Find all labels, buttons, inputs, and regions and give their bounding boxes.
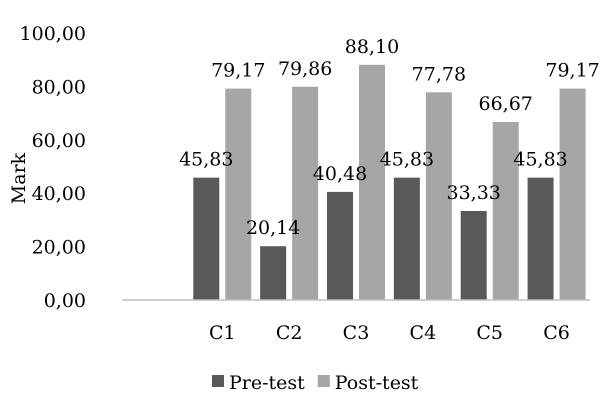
data-label: 88,10 [345, 36, 399, 58]
data-label: 66,67 [479, 93, 533, 115]
y-tick-label: 40,00 [32, 183, 86, 205]
x-category-label: C1 [209, 322, 236, 344]
data-label: 40,48 [313, 163, 367, 185]
data-label: 79,17 [211, 60, 265, 82]
y-axis-ticks: 0,00 20,00 40,00 60,00 80,00 100,00 [20, 23, 86, 312]
data-label: 20,14 [246, 217, 300, 239]
legend-swatch [317, 375, 330, 387]
data-label: 45,83 [513, 149, 567, 171]
data-label: 77,78 [412, 63, 466, 85]
y-axis-title: Mark [8, 152, 30, 204]
data-label: 79,17 [545, 60, 599, 82]
x-category-label: C6 [543, 322, 570, 344]
bar-pre-test-C2 [260, 246, 287, 300]
x-category-label: C4 [410, 322, 437, 344]
data-label: 33,33 [447, 182, 501, 204]
legend-label: Pre-test [229, 372, 305, 394]
y-tick-label: 0,00 [44, 290, 86, 312]
bar-post-test-C1 [225, 88, 252, 301]
y-tick-label: 20,00 [32, 237, 86, 259]
data-label: 45,83 [380, 149, 434, 171]
legend-label: Post-test [335, 372, 419, 394]
y-tick-label: 80,00 [32, 76, 86, 98]
bar-post-test-C6 [559, 88, 586, 301]
x-category-label: C5 [476, 322, 503, 344]
bar-pre-test-C1 [193, 177, 220, 300]
bar-pre-test-C6 [527, 177, 554, 300]
bar-pre-test-C5 [460, 211, 487, 300]
x-axis-categories: C1 C2 C3 C4 C5 C6 [209, 322, 570, 344]
bar-post-test-C4 [425, 92, 452, 301]
bars [193, 64, 586, 301]
data-labels: 45,83 79,17 20,14 79,86 40,48 88,10 45,83 77,78… [179, 36, 600, 239]
legend-swatch [212, 375, 224, 387]
y-tick-label: 60,00 [32, 130, 86, 152]
data-label: 45,83 [179, 149, 233, 171]
bar-post-test-C2 [292, 86, 319, 300]
data-label: 79,86 [278, 58, 332, 80]
bar-post-test-C5 [492, 121, 519, 301]
x-category-label: C2 [276, 322, 303, 344]
bar-pre-test-C3 [327, 191, 353, 300]
y-tick-label: 100,00 [20, 23, 86, 45]
x-category-label: C3 [343, 322, 370, 344]
bar-post-test-C3 [359, 64, 385, 300]
bar-pre-test-C4 [393, 177, 420, 300]
legend: Pre-test Post-test [212, 372, 419, 394]
